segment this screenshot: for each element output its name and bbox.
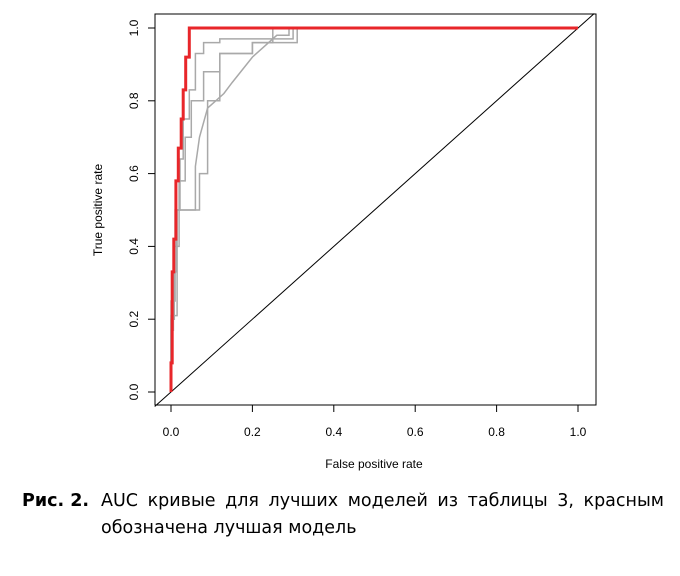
figure-caption: Рис. 2. AUC кривые для лучших моделей из…: [22, 488, 664, 542]
roc-chart: 0.0 0.2 0.4 0.6 0.8 1.0 0.0 0.2 0.4 0.6 0.8 1.0 Fa…: [91, 13, 597, 471]
y-axis-label: True positive rate: [91, 164, 105, 257]
best-model-layer: [169, 26, 578, 392]
caption-text: AUC кривые для лучших моделей из таблицы…: [101, 491, 664, 538]
x-axis: 0.0 0.2 0.4 0.6 0.8 1.0: [163, 404, 587, 439]
x-tick-label: 0.0: [163, 425, 180, 439]
caption-label: Рис. 2.: [22, 491, 90, 511]
x-tick-label: 1.0: [570, 425, 587, 439]
roc-curve-model-4: [170, 27, 578, 392]
x-tick-label: 0.8: [488, 425, 505, 439]
y-tick-label: 1.0: [127, 19, 141, 36]
x-tick-label: 0.6: [407, 425, 424, 439]
chance-diagonal-line: [154, 13, 595, 407]
roc-curve-best-model: [169, 26, 578, 392]
y-tick-label: 0.2: [127, 311, 141, 328]
y-tick-label: 0.0: [127, 383, 141, 400]
y-axis: 0.0 0.2 0.4 0.6 0.8 1.0: [127, 19, 156, 400]
x-tick-label: 0.4: [325, 425, 342, 439]
y-tick-label: 0.4: [127, 238, 141, 255]
y-tick-label: 0.6: [127, 165, 141, 182]
y-tick-label: 0.8: [127, 92, 141, 109]
x-axis-label: False positive rate: [325, 457, 423, 471]
x-tick-label: 0.2: [244, 425, 261, 439]
